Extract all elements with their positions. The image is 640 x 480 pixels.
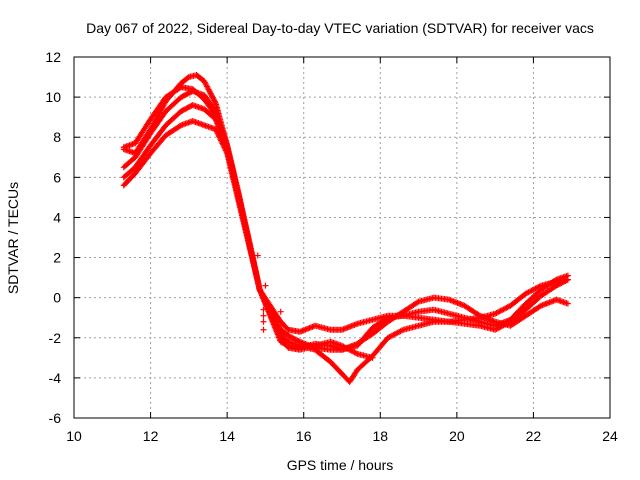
data-point (564, 300, 571, 307)
data-point (398, 327, 405, 334)
data-point (414, 299, 421, 306)
data-point (352, 350, 359, 357)
y-tick-labels: -6 -4 -2 0 2 4 6 8 10 12 (45, 49, 61, 426)
series-track-5 (120, 72, 376, 361)
data-point (211, 98, 218, 105)
data-point (262, 282, 269, 289)
data-point (184, 74, 191, 81)
y-tick-label: 6 (53, 169, 61, 185)
data-point (369, 354, 376, 361)
x-tick-label: 14 (219, 428, 235, 444)
x-tick-label: 12 (143, 428, 159, 444)
data-point (564, 276, 571, 283)
data-point (277, 308, 284, 315)
y-tick-label: -4 (49, 370, 62, 386)
y-tick-label: 12 (45, 49, 61, 65)
y-tick-label: 8 (53, 129, 61, 145)
plot-frame (73, 56, 611, 419)
x-tick-label: 18 (372, 428, 388, 444)
x-axis-title: GPS time / hours (287, 457, 394, 473)
y-tick-label: 10 (45, 89, 61, 105)
data-point (260, 306, 267, 313)
series-outliers (254, 252, 284, 333)
x-tick-label: 10 (66, 428, 82, 444)
y-tick-label: -6 (49, 410, 62, 426)
x-tick-label: 20 (449, 428, 465, 444)
data-point (536, 303, 543, 310)
data-point (176, 123, 183, 130)
y-tick-label: 4 (53, 209, 61, 225)
x-tick-labels: 10 12 14 16 18 20 22 24 (66, 428, 618, 444)
series-track-2 (120, 88, 571, 385)
y-tick-label: -2 (49, 330, 62, 346)
y-tick-label: 2 (53, 250, 61, 266)
series-track-4 (120, 118, 571, 353)
data-point (254, 252, 261, 259)
data-point (475, 311, 482, 318)
data-point (260, 312, 267, 319)
y-axis-title: SDTVAR / TECUs (5, 182, 21, 294)
data-point (536, 283, 543, 290)
y-tick-label: 0 (53, 290, 61, 306)
chart-title: Day 067 of 2022, Sidereal Day-to-day VTE… (86, 20, 594, 36)
axis-ticks (73, 56, 611, 419)
x-tick-label: 24 (602, 428, 618, 444)
data-markers (120, 72, 571, 385)
x-tick-label: 22 (526, 428, 542, 444)
x-tick-label: 16 (296, 428, 312, 444)
data-point (260, 326, 267, 333)
data-point (260, 318, 267, 325)
